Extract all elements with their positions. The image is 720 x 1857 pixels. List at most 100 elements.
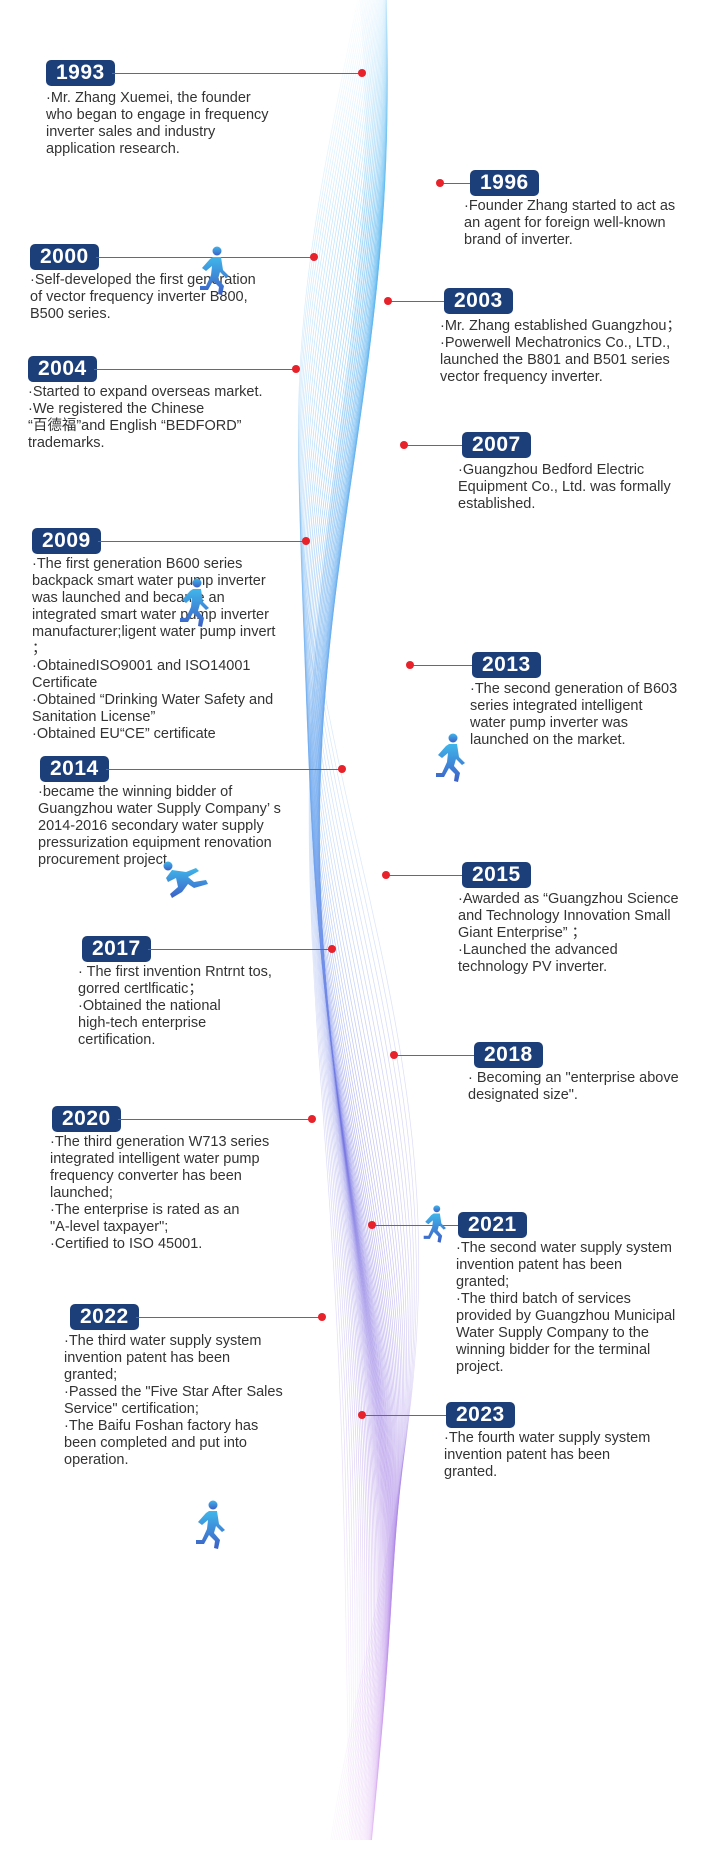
event-2004-description-line: ·We registered the Chinese xyxy=(28,401,205,417)
event-1996-connector-line xyxy=(440,183,470,184)
event-2007-description-line: Equipment Co., Ltd. was formally xyxy=(458,479,671,495)
event-2015-year-badge: 2015 xyxy=(462,862,531,888)
event-2009-description-line: ·The first generation B600 series xyxy=(32,556,243,572)
event-2013-description-line: ·The second generation of B603 xyxy=(470,681,678,697)
event-2021-connector-line xyxy=(372,1225,458,1226)
event-2003-year-badge: 2003 xyxy=(444,288,513,314)
event-2021-description-line: project. xyxy=(456,1359,504,1375)
event-2015-description-line: ·Launched the advanced xyxy=(458,942,618,958)
event-2022-year: 2022 xyxy=(80,1305,129,1328)
event-2018-year-badge: 2018 xyxy=(474,1042,543,1068)
event-2009-description-line: Sanitation License” xyxy=(32,709,156,725)
event-2009-description-line: Certificate xyxy=(32,675,98,691)
event-2021-description: ·The second water supply system invention… xyxy=(456,1240,675,1376)
event-2018-description-line: · Becoming an "enterprise above xyxy=(468,1070,679,1086)
event-2021-description-line: ·The third batch of services xyxy=(456,1291,631,1307)
event-2023-description-line: ·The fourth water supply system xyxy=(444,1430,651,1446)
event-2018-year: 2018 xyxy=(484,1043,533,1066)
event-2020-marker-dot xyxy=(308,1115,316,1123)
event-2000-description-line: of vector frequency inverter B800, xyxy=(30,289,248,305)
event-1993-year: 1993 xyxy=(56,61,105,84)
event-2004-description-line: ·Started to expand overseas market. xyxy=(28,384,263,400)
event-2022-description-line: been completed and put into xyxy=(64,1435,247,1451)
event-2014-year: 2014 xyxy=(50,757,99,780)
event-2014-description: ·became the winning bidder of Guangzhou w… xyxy=(38,784,281,869)
event-2003-marker-dot xyxy=(384,297,392,305)
event-2020-description-line: integrated intelligent water pump xyxy=(50,1151,260,1167)
event-2013-description: ·The second generation of B603 series int… xyxy=(470,681,677,749)
event-2021-marker-dot xyxy=(368,1221,376,1229)
event-1993-description-line: ·Mr. Zhang Xuemei, the founder xyxy=(46,90,251,106)
event-2022-connector-line xyxy=(136,1317,322,1318)
event-2015-connector-line xyxy=(386,875,462,876)
event-2013-description-line: launched on the market. xyxy=(470,732,626,748)
event-2007-description-line: established. xyxy=(458,496,536,512)
event-2017-description: · The first invention Rntrnt tos, gorred … xyxy=(78,964,272,1049)
event-2020-year-badge: 2020 xyxy=(52,1106,121,1132)
event-2022-description-line: ·The third water supply system xyxy=(64,1333,262,1349)
event-2017-description-line: certification. xyxy=(78,1032,156,1048)
event-2021-year: 2021 xyxy=(468,1213,517,1236)
event-2014-description-line: 2014-2016 secondary water supply xyxy=(38,818,264,834)
event-1996-description-line: ·Founder Zhang started to act as xyxy=(464,198,676,214)
event-2009-description-line: ·Obtained EU“CE” certificate xyxy=(32,726,216,742)
event-2017-marker-dot xyxy=(328,945,336,953)
event-2017-year: 2017 xyxy=(92,937,141,960)
event-2021-description-line: granted; xyxy=(456,1274,510,1290)
event-2020-description-line: ·The enterprise is rated as an xyxy=(50,1202,240,1218)
event-2009-marker-dot xyxy=(302,537,310,545)
event-2020-description-line: launched; xyxy=(50,1185,113,1201)
event-2020-description-line: ·The third generation W713 series xyxy=(50,1134,270,1150)
event-2003-year: 2003 xyxy=(454,289,503,312)
event-2000-description-line: ·Self-developed the first generation xyxy=(30,272,256,288)
event-2004-connector-line xyxy=(94,369,296,370)
event-1993-description: ·Mr. Zhang Xuemei, the founder who began … xyxy=(46,90,269,158)
event-2007-marker-dot xyxy=(400,441,408,449)
event-1996-marker-dot xyxy=(436,179,444,187)
event-2013-connector-line xyxy=(410,665,472,666)
event-2021-description-line: provided by Guangzhou Municipal xyxy=(456,1308,676,1324)
event-2013-year-badge: 2013 xyxy=(472,652,541,678)
event-2021-description-line: ·The second water supply system xyxy=(456,1240,672,1256)
event-2015-description-line: technology PV inverter. xyxy=(458,959,608,975)
event-2020-description-line: "A-level taxpayer"; xyxy=(50,1219,169,1235)
event-2014-description-line: Guangzhou water Supply Company’ s xyxy=(38,801,281,817)
event-2009-description-line: ·Obtained “Drinking Water Safety and xyxy=(32,692,274,708)
event-2014-connector-line xyxy=(106,769,342,770)
event-1993-description-line: application research. xyxy=(46,141,180,157)
event-2000-year: 2000 xyxy=(40,245,89,268)
event-2004-year-badge: 2004 xyxy=(28,356,97,382)
event-2007-description: ·Guangzhou Bedford Electric Equipment Co.… xyxy=(458,462,671,513)
event-2004-description-line: trademarks. xyxy=(28,435,105,451)
event-2017-description-line: ·Obtained the national xyxy=(78,998,221,1014)
event-2004-year: 2004 xyxy=(38,357,87,380)
event-1996-year-badge: 1996 xyxy=(470,170,539,196)
event-2017-year-badge: 2017 xyxy=(82,936,151,962)
event-2007-description-line: ·Guangzhou Bedford Electric xyxy=(458,462,645,478)
event-2003-description-line: ·Mr. Zhang established Guangzhou； xyxy=(440,318,681,334)
event-2023-description-line: invention patent has been xyxy=(444,1447,611,1463)
running-person-icon xyxy=(163,861,208,898)
event-2004-marker-dot xyxy=(292,365,300,373)
event-2000-year-badge: 2000 xyxy=(30,244,99,270)
event-2003-connector-line xyxy=(388,301,444,302)
event-2018-marker-dot xyxy=(390,1051,398,1059)
event-1993-connector-line xyxy=(112,73,362,74)
event-2020-description-line: ·Certified to ISO 45001. xyxy=(50,1236,203,1252)
event-2015-description-line: and Technology Innovation Small xyxy=(458,908,671,924)
event-2014-description-line: pressurization equipment renovation xyxy=(38,835,272,851)
event-2009-year: 2009 xyxy=(42,529,91,552)
event-1993-marker-dot xyxy=(358,69,366,77)
event-2022-description-line: Service" certification; xyxy=(64,1401,199,1417)
event-2022-description-line: ·Passed the "Five Star After Sales xyxy=(64,1384,283,1400)
event-2017-description-line: · The first invention Rntrnt tos, xyxy=(78,964,272,980)
event-2000-description-line: B500 series. xyxy=(30,306,111,322)
event-2022-marker-dot xyxy=(318,1313,326,1321)
event-2015-year: 2015 xyxy=(472,863,521,886)
running-person-icon xyxy=(180,578,209,627)
event-2003-description: ·Mr. Zhang established Guangzhou； ·Powerw… xyxy=(440,318,681,386)
event-2009-description: ·The first generation B600 series backpac… xyxy=(32,556,275,743)
event-2022-description-line: invention patent has been xyxy=(64,1350,231,1366)
event-2015-description-line: Giant Enterprise” ； xyxy=(458,925,587,941)
event-1996-description: ·Founder Zhang started to act as an agent… xyxy=(464,198,675,249)
